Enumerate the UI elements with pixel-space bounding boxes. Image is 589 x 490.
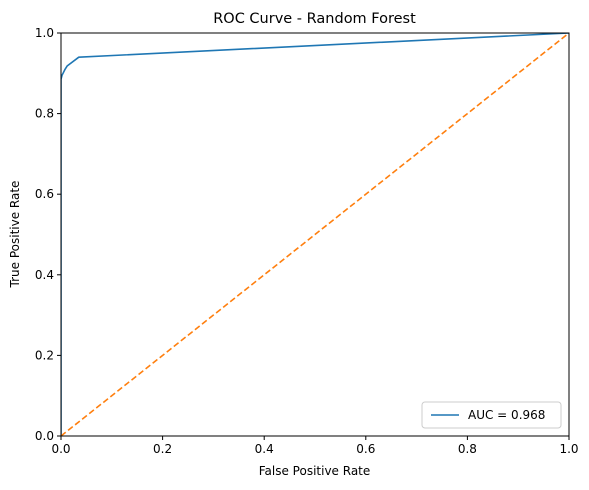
y-tick-label: 0.6 <box>35 187 54 201</box>
x-tick-label: 1.0 <box>559 442 578 456</box>
legend: AUC = 0.968 <box>421 401 562 429</box>
series-line-1 <box>61 33 569 436</box>
y-tick-label: 0.2 <box>35 348 54 362</box>
x-axis: 0.0 0.2 0.4 0.6 0.8 1.0 <box>51 436 579 456</box>
x-tick-label: 0.8 <box>458 442 477 456</box>
chart-title: ROC Curve - Random Forest <box>213 11 416 27</box>
x-tick-label: 0.2 <box>153 442 172 456</box>
y-axis: 0.0 0.2 0.4 0.6 0.8 1.0 <box>35 26 61 443</box>
x-tick-label: 0.0 <box>51 442 70 456</box>
y-axis-label: True Positive Rate <box>8 181 22 289</box>
x-tick-label: 0.6 <box>356 442 375 456</box>
plot-frame <box>60 32 570 437</box>
x-axis-label: False Positive Rate <box>259 464 371 478</box>
legend-entry-label: AUC = 0.968 <box>468 408 545 422</box>
y-tick-label: 0.8 <box>35 107 54 121</box>
plot-area <box>60 32 570 437</box>
legend-box <box>421 401 562 429</box>
y-tick-label: 0.0 <box>35 429 54 443</box>
y-tick-label: 0.4 <box>35 268 54 282</box>
y-tick-label: 1.0 <box>35 26 54 40</box>
x-tick-label: 0.4 <box>255 442 274 456</box>
